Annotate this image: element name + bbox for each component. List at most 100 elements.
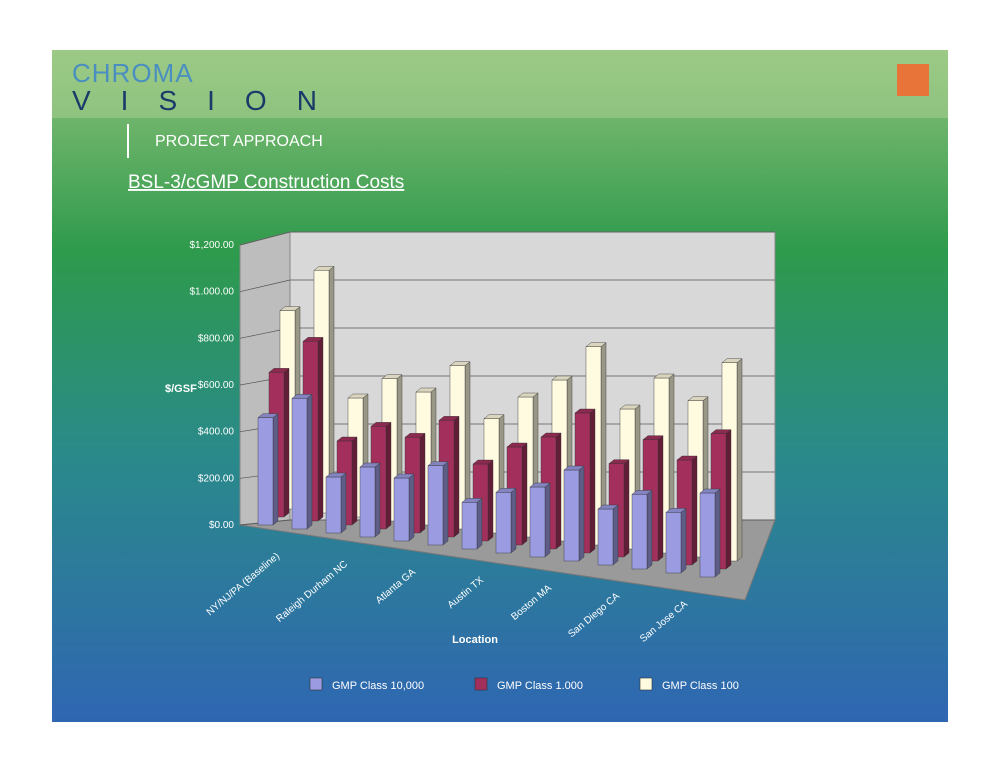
bar-side bbox=[283, 367, 290, 518]
y-tick-label: $200.00 bbox=[198, 473, 235, 484]
bar-side bbox=[408, 473, 415, 542]
header-band bbox=[52, 50, 948, 118]
bar-top bbox=[517, 392, 539, 398]
bar-side bbox=[340, 472, 347, 534]
legend-swatch bbox=[474, 677, 488, 691]
bar-top bbox=[393, 473, 415, 479]
bar-side bbox=[476, 497, 483, 550]
bar-top bbox=[574, 408, 596, 414]
bar bbox=[597, 504, 619, 566]
bar-top bbox=[461, 498, 483, 503]
section-title: PROJECT APPROACH bbox=[155, 133, 323, 150]
bar-front bbox=[325, 476, 342, 534]
legend-label: GMP Class 100 bbox=[662, 680, 739, 692]
bar bbox=[257, 413, 279, 526]
bar-top bbox=[529, 482, 551, 488]
bar-top bbox=[563, 465, 585, 471]
bar-front bbox=[563, 469, 580, 562]
y-tick-label: $1.000.00 bbox=[190, 287, 235, 298]
bar-front bbox=[461, 502, 478, 550]
bar-top bbox=[619, 404, 641, 410]
bar-front bbox=[631, 494, 648, 570]
bar-front bbox=[427, 465, 444, 546]
bar bbox=[699, 488, 721, 578]
bar-top bbox=[268, 368, 290, 373]
bar-top bbox=[313, 266, 335, 271]
bar-top bbox=[585, 342, 607, 347]
bar-side bbox=[351, 436, 358, 526]
y-tick-label: $600.00 bbox=[198, 380, 235, 391]
bar-top bbox=[721, 358, 743, 363]
y-tick-label: $400.00 bbox=[198, 427, 235, 438]
bar bbox=[495, 487, 517, 554]
bar-side bbox=[510, 487, 517, 554]
bar-front bbox=[665, 512, 682, 574]
bar-top bbox=[631, 490, 653, 495]
bar-side bbox=[317, 336, 324, 522]
bar-top bbox=[506, 442, 528, 448]
bar bbox=[665, 507, 687, 574]
bar-front bbox=[495, 492, 512, 554]
bar-side bbox=[691, 455, 698, 566]
bar-side bbox=[419, 432, 426, 534]
bar-top bbox=[642, 435, 664, 440]
bar-top bbox=[495, 488, 517, 493]
bar-side bbox=[578, 465, 585, 562]
bar-side bbox=[306, 393, 313, 530]
bar-side bbox=[272, 413, 279, 526]
x-axis-label: Location bbox=[452, 634, 498, 646]
corner-logo bbox=[897, 64, 929, 96]
bar-top bbox=[415, 387, 437, 393]
logo-top: CHROMA bbox=[72, 58, 194, 88]
bar-top bbox=[291, 394, 313, 399]
bar-front bbox=[393, 477, 410, 542]
bar-side bbox=[385, 421, 392, 530]
legend-label: GMP Class 10,000 bbox=[332, 680, 424, 692]
bar-top bbox=[336, 436, 358, 442]
y-tick-label: $0.00 bbox=[209, 520, 234, 531]
bar-side bbox=[487, 459, 494, 542]
chart: $0.00 $200.00 $400.00 $600.00 $800.00 $1.000.… bbox=[165, 231, 776, 692]
bar-top bbox=[359, 462, 381, 468]
bar-front bbox=[699, 492, 716, 578]
bar-side bbox=[374, 462, 381, 538]
bar-side bbox=[725, 429, 732, 570]
bar-front bbox=[597, 508, 614, 566]
bar-side bbox=[736, 358, 743, 562]
bar-top bbox=[710, 429, 732, 434]
bar-top bbox=[551, 375, 573, 381]
grid-line bbox=[239, 231, 775, 246]
bar bbox=[359, 462, 381, 538]
bar-top bbox=[347, 393, 369, 399]
bar-side bbox=[589, 408, 596, 554]
bar-top bbox=[381, 374, 403, 379]
bar-front bbox=[359, 466, 376, 538]
bar-top bbox=[597, 504, 619, 510]
bar-top bbox=[449, 361, 471, 366]
bar-side bbox=[657, 435, 664, 562]
bar bbox=[631, 489, 653, 570]
legend-label: GMP Class 1.000 bbox=[497, 680, 583, 692]
bar-side bbox=[646, 489, 653, 570]
bar-top bbox=[472, 459, 494, 465]
bar-top bbox=[302, 337, 324, 342]
bar-side bbox=[623, 459, 630, 558]
bar-top bbox=[676, 455, 698, 461]
y-tick-label: $800.00 bbox=[198, 333, 235, 344]
bar bbox=[529, 482, 551, 558]
legend-swatch bbox=[639, 677, 653, 691]
bar-top bbox=[325, 472, 347, 478]
bar-side bbox=[680, 507, 687, 574]
y-axis-label: $/GSF bbox=[165, 383, 197, 395]
bar-side bbox=[442, 461, 449, 546]
bar-top bbox=[687, 396, 709, 401]
bar-top bbox=[257, 413, 279, 418]
bar-side bbox=[521, 442, 528, 546]
bar-top bbox=[279, 306, 301, 311]
bar bbox=[291, 393, 313, 530]
bar-top bbox=[370, 422, 392, 427]
bar-side bbox=[544, 482, 551, 558]
bar-top bbox=[483, 414, 505, 419]
